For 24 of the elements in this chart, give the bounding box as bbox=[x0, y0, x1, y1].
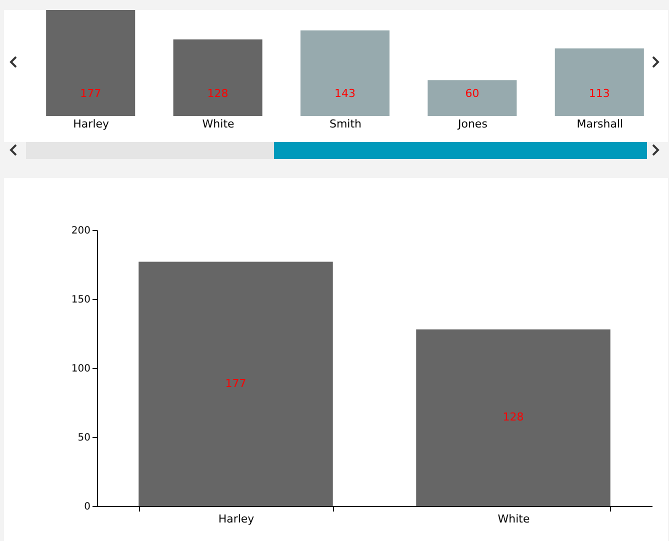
bar bbox=[46, 10, 136, 116]
x-tick-label: Jones bbox=[456, 118, 488, 130]
x-tick-label: Marshall bbox=[576, 118, 624, 130]
y-tick-label: 50 bbox=[78, 432, 90, 444]
bar bbox=[554, 48, 644, 116]
x-tick-label: Harley bbox=[73, 118, 110, 130]
data-label: 143 bbox=[334, 87, 356, 100]
data-label: 113 bbox=[588, 87, 610, 100]
bar bbox=[300, 30, 390, 116]
y-tick-label: 200 bbox=[71, 226, 90, 236]
data-label: 128 bbox=[207, 87, 228, 100]
x-tick-label: Harley bbox=[218, 512, 255, 526]
y-tick-label: 100 bbox=[71, 364, 90, 374]
data-label: 128 bbox=[502, 410, 524, 424]
data-label: 60 bbox=[465, 87, 480, 100]
data-label: 177 bbox=[225, 376, 246, 390]
x-tick-label: White bbox=[202, 118, 235, 130]
x-tick-label: Smith bbox=[329, 118, 362, 130]
bar bbox=[428, 80, 517, 116]
data-label: 177 bbox=[80, 87, 102, 100]
bar bbox=[173, 39, 262, 116]
y-tick-label: 0 bbox=[84, 502, 90, 512]
y-tick-label: 150 bbox=[71, 294, 90, 306]
x-tick-label: White bbox=[498, 512, 530, 526]
